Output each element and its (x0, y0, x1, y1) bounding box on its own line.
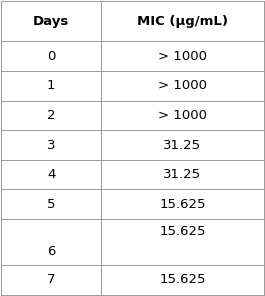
Text: 31.25: 31.25 (163, 139, 201, 152)
Text: > 1000: > 1000 (158, 79, 207, 92)
Text: 0: 0 (47, 50, 55, 63)
Text: 6: 6 (47, 245, 55, 258)
Text: 3: 3 (47, 139, 55, 152)
Text: 2: 2 (47, 109, 55, 122)
Text: 7: 7 (47, 273, 55, 286)
Text: 15.625: 15.625 (159, 225, 206, 238)
Text: > 1000: > 1000 (158, 109, 207, 122)
Text: 4: 4 (47, 168, 55, 181)
Text: 31.25: 31.25 (163, 168, 201, 181)
Text: 15.625: 15.625 (159, 198, 206, 211)
Text: 5: 5 (47, 198, 55, 211)
Text: Days: Days (33, 15, 69, 28)
Text: > 1000: > 1000 (158, 50, 207, 63)
Text: MIC (μg/mL): MIC (μg/mL) (137, 15, 228, 28)
Text: 15.625: 15.625 (159, 273, 206, 286)
Text: 1: 1 (47, 79, 55, 92)
